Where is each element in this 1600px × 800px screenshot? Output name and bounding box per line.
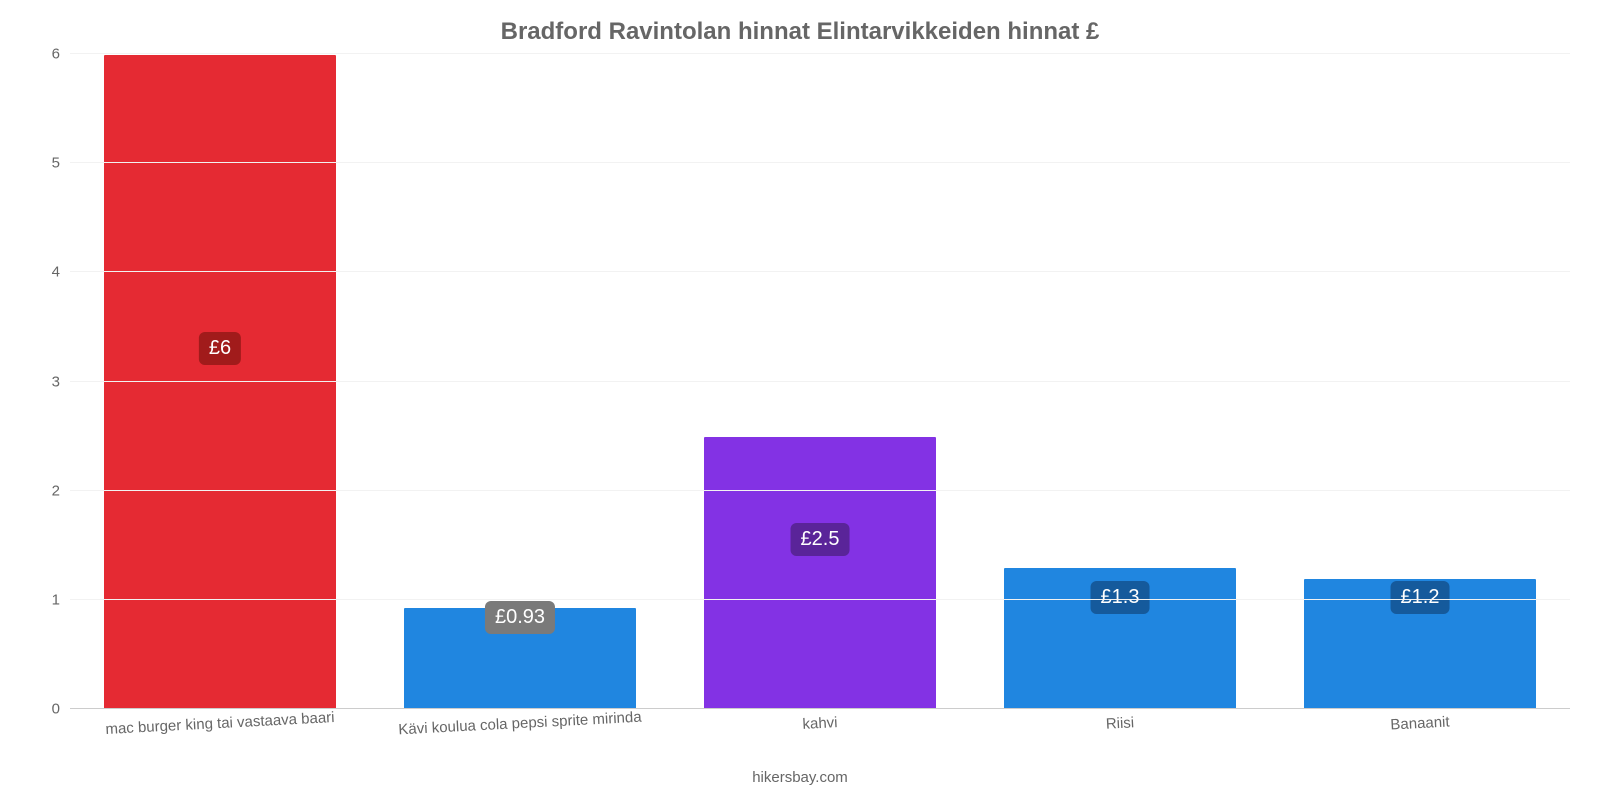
bar-value-label: £2.5 [791,523,850,556]
x-slot: Riisi [970,709,1270,769]
bar-slot: £1.3 [970,54,1270,709]
bar-slot: £0.93 [370,54,670,709]
bar-value-label: £6 [199,332,241,365]
bar-slot: £6 [70,54,370,709]
bar-value-label: £0.93 [485,601,555,634]
bar-slot: £2.5 [670,54,970,709]
price-bar-chart: Bradford Ravintolan hinnat Elintarvikkei… [0,0,1600,800]
bar-value-label: £1.2 [1391,581,1450,614]
credit-text: hikersbay.com [0,769,1600,800]
x-category-label: Banaanit [1390,713,1450,733]
bar [103,54,337,709]
grid-line [70,381,1570,382]
grid-line [70,53,1570,54]
y-tick-label: 2 [52,482,70,499]
grid-line [70,599,1570,600]
x-category-label: kahvi [802,714,838,733]
y-tick-label: 5 [52,155,70,172]
chart-title: Bradford Ravintolan hinnat Elintarvikkei… [0,0,1600,54]
x-category-label: mac burger king tai vastaava baari [105,709,335,738]
y-tick-label: 1 [52,591,70,608]
x-category-label: Kävi koulua cola pepsi sprite mirinda [398,709,642,739]
grid-line [70,162,1570,163]
x-axis: mac burger king tai vastaava baari Kävi k… [70,709,1570,769]
x-category-label: Riisi [1105,714,1134,732]
bar [703,436,937,709]
x-slot: mac burger king tai vastaava baari [70,709,370,769]
x-slot: kahvi [670,709,970,769]
x-slot: Kävi koulua cola pepsi sprite mirinda [370,709,670,769]
bar-value-label: £1.3 [1091,581,1150,614]
bars-container: £6 £0.93 £2.5 £1.3 £1.2 [70,54,1570,709]
y-tick-label: 3 [52,373,70,390]
y-tick-label: 0 [52,701,70,718]
x-slot: Banaanit [1270,709,1570,769]
grid-line [70,490,1570,491]
y-tick-label: 6 [52,46,70,63]
plot-area: £6£0.93£2.5£1.3£1.2 0123456 [70,54,1570,709]
y-tick-label: 4 [52,264,70,281]
grid-line [70,271,1570,272]
bar-slot: £1.2 [1270,54,1570,709]
